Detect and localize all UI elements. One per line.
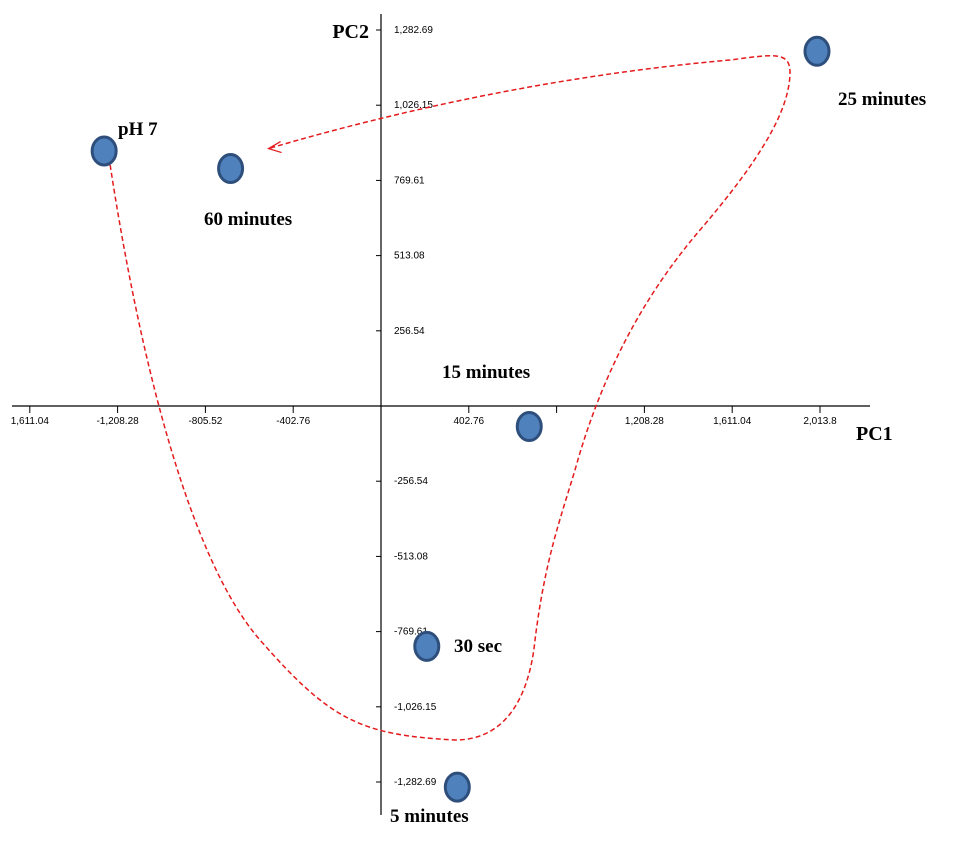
y-tick-label: -513.08 [394, 551, 428, 562]
y-tick-label: 1,282.69 [394, 25, 433, 36]
data-point [515, 411, 543, 443]
data-point-label: pH 7 [118, 119, 158, 140]
data-point [90, 135, 118, 167]
data-point [443, 771, 471, 803]
y-tick-label: -1,026.15 [394, 702, 437, 713]
x-tick-label: 1,208.28 [625, 416, 664, 427]
data-point [413, 630, 441, 662]
x-tick-label: 402.76 [454, 416, 485, 427]
x-tick-label: 1,611.04 [713, 416, 752, 427]
y-tick-label: 769.61 [394, 175, 425, 186]
data-point [803, 35, 831, 67]
y-tick-label: -769.61 [394, 627, 428, 638]
trajectory-line [109, 54, 791, 741]
x-tick-label: 1,611.04 [11, 416, 50, 427]
y-tick-label: 1,026.15 [394, 100, 433, 111]
y-tick-label: 513.08 [394, 251, 425, 262]
y-tick-label: 256.54 [394, 326, 425, 337]
data-point-label: 60 minutes [204, 209, 292, 230]
x-tick-label: -402.76 [276, 416, 310, 427]
data-point-label: 25 minutes [838, 89, 926, 110]
y-tick-label: -256.54 [394, 476, 428, 487]
x-axis-title: PC1 [856, 423, 893, 445]
y-axis-title: PC2 [332, 21, 369, 43]
data-point [217, 153, 245, 185]
data-point-label: 15 minutes [442, 362, 530, 383]
data-point-label: 5 minutes [390, 806, 469, 827]
x-tick-label: -805.52 [188, 416, 222, 427]
x-tick-label: -1,208.28 [96, 416, 139, 427]
data-point-label: 30 sec [454, 636, 502, 657]
trajectory-arrowhead [266, 140, 282, 154]
y-tick-label: -1,282.69 [394, 777, 437, 788]
x-tick-label: 2,013.8 [803, 416, 837, 427]
